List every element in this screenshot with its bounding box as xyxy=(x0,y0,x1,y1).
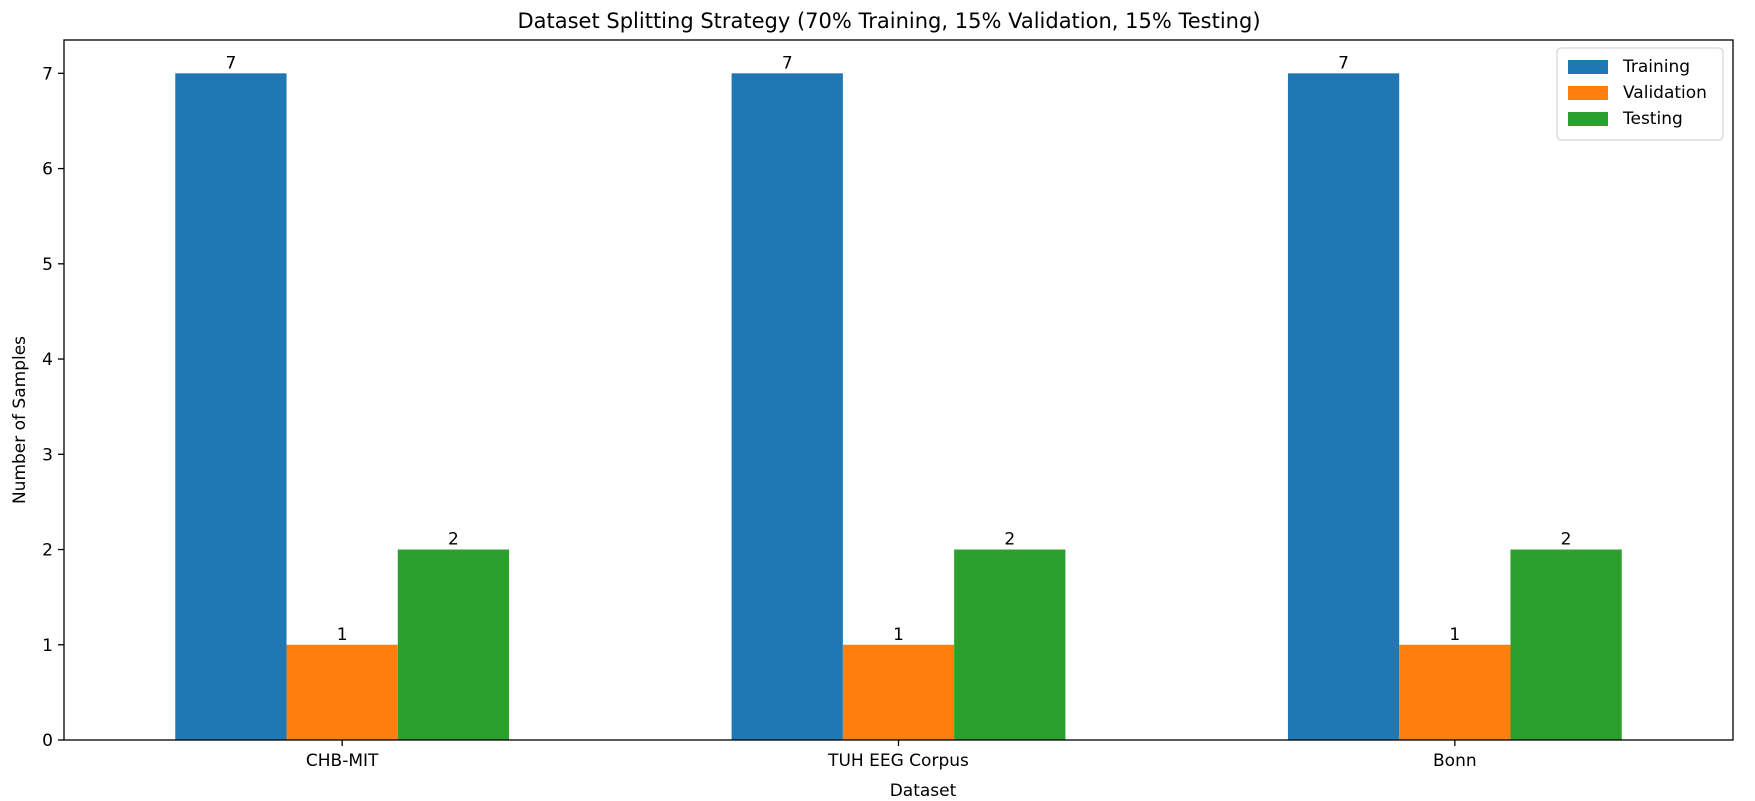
value-label-testing-1: 2 xyxy=(1004,530,1015,550)
chart-title: Dataset Splitting Strategy (70% Training… xyxy=(517,9,1260,33)
x-tick-label: TUH EEG Corpus xyxy=(827,751,969,771)
legend-label-testing: Testing xyxy=(1622,109,1683,129)
y-axis-label: Number of Samples xyxy=(10,336,30,504)
value-label-validation-0: 1 xyxy=(337,625,348,645)
y-tick-label: 2 xyxy=(42,541,53,561)
y-tick-label: 7 xyxy=(42,64,53,84)
legend-label-training: Training xyxy=(1622,57,1690,77)
y-tick-label: 6 xyxy=(42,160,53,180)
bar-training-2 xyxy=(1287,73,1400,741)
legend-swatch-training xyxy=(1568,60,1608,74)
x-tick-label: CHB-MIT xyxy=(306,751,379,771)
legend-swatch-testing xyxy=(1568,112,1608,126)
bar-training-1 xyxy=(731,73,843,741)
x-axis: CHB-MIT TUH EEG Corpus Bonn xyxy=(306,740,1477,771)
value-label-testing-0: 2 xyxy=(448,530,459,550)
value-label-validation-2: 1 xyxy=(1449,625,1460,645)
bar-testing-2 xyxy=(1510,549,1622,740)
y-tick-label: 1 xyxy=(42,636,53,656)
bar-training-0 xyxy=(175,73,287,741)
value-label-training-1: 7 xyxy=(782,53,793,73)
bar-testing-1 xyxy=(954,549,1066,740)
value-label-training-2: 7 xyxy=(1338,53,1349,73)
value-labels-group: 7 7 7 1 1 1 2 2 2 xyxy=(225,53,1571,644)
value-label-testing-2: 2 xyxy=(1561,530,1572,550)
bar-validation-2 xyxy=(1399,644,1511,740)
plot-frame xyxy=(63,39,1734,741)
x-axis-label: Dataset xyxy=(890,781,957,801)
x-tick-label: Bonn xyxy=(1433,751,1477,771)
bar-validation-1 xyxy=(842,644,955,740)
bar-testing-0 xyxy=(397,549,510,740)
value-label-training-0: 7 xyxy=(225,53,236,73)
legend-label-validation: Validation xyxy=(1623,83,1707,103)
y-tick-label: 3 xyxy=(42,445,53,465)
legend: Training Validation Testing xyxy=(1556,47,1724,141)
bar-validation-0 xyxy=(286,644,398,740)
y-tick-label: 4 xyxy=(42,350,53,370)
y-tick-label: 5 xyxy=(42,255,53,275)
bars-group xyxy=(175,73,1622,741)
value-label-validation-1: 1 xyxy=(893,625,904,645)
y-axis: 0 1 2 3 4 5 6 7 xyxy=(42,64,64,751)
legend-swatch-validation xyxy=(1568,86,1608,100)
y-tick-label: 0 xyxy=(42,731,53,751)
